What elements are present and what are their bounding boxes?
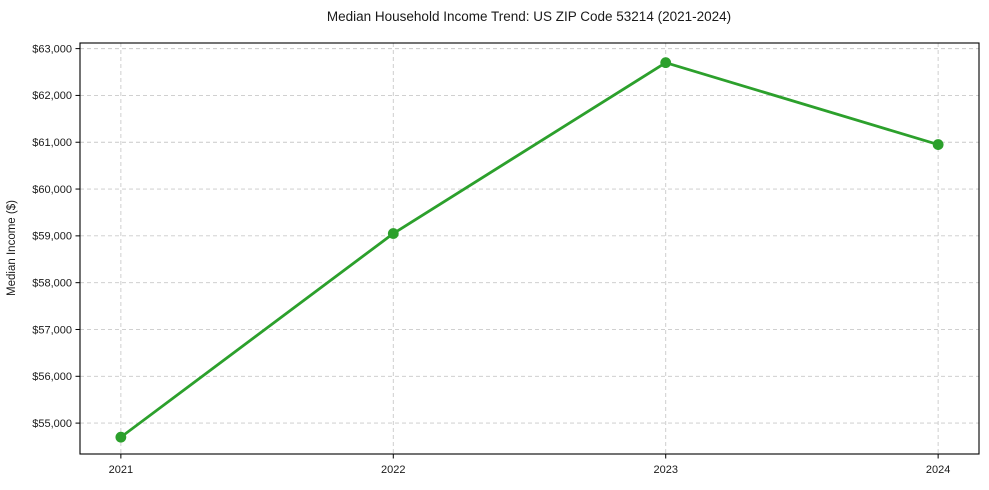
y-tick-label: $56,000 (32, 371, 72, 383)
data-point-marker (660, 57, 672, 69)
y-tick-label: $58,000 (32, 277, 72, 289)
trend-line (119, 61, 940, 439)
data-point-marker (387, 228, 399, 239)
y-tick-label: $62,000 (32, 90, 72, 102)
chart-title: Median Household Income Trend: US ZIP Co… (327, 9, 731, 24)
y-tick-label: $59,000 (32, 231, 72, 243)
x-tick-label: 2024 (926, 464, 950, 476)
y-tick-label: $63,000 (32, 43, 72, 55)
plot-border (79, 42, 980, 455)
axis-layer: $55,000 $56,000 $57,000 $58,000 $59,000 $60,0… (32, 42, 980, 476)
x-tick-label: 2023 (653, 464, 677, 476)
y-axis-label: Median Income ($) (6, 200, 18, 296)
y-tick-label: $57,000 (32, 324, 72, 336)
y-tick-label: $60,000 (32, 184, 72, 196)
grid-layer (80, 43, 979, 454)
y-tick-label: $55,000 (32, 418, 72, 430)
data-point-marker (932, 139, 944, 150)
y-tick-label: $61,000 (32, 137, 72, 149)
data-point-marker (115, 431, 127, 443)
series-layer (115, 57, 944, 443)
x-tick-label: 2022 (381, 464, 405, 476)
x-tick-label: 2021 (109, 464, 133, 476)
